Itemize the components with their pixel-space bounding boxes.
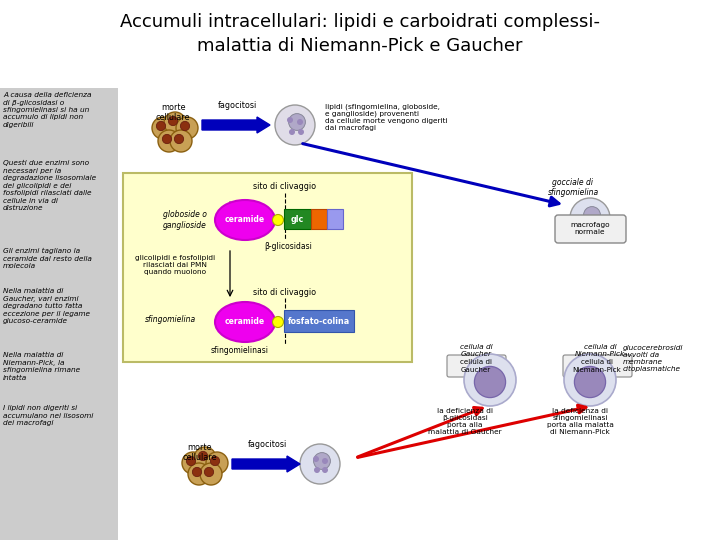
- Text: cellula di
Gaucher: cellula di Gaucher: [459, 344, 492, 357]
- FancyBboxPatch shape: [447, 355, 506, 377]
- Circle shape: [570, 198, 610, 238]
- Text: glucocerebrosidi
avvolti da
membrane
citoplasmatiche: glucocerebrosidi avvolti da membrane cit…: [623, 345, 683, 372]
- Circle shape: [564, 354, 616, 406]
- Circle shape: [298, 129, 304, 135]
- FancyBboxPatch shape: [327, 209, 343, 229]
- Text: I lipidi non digeriti si
accumulano nei lisosomi
dei macrofagi: I lipidi non digeriti si accumulano nei …: [3, 405, 94, 426]
- FancyBboxPatch shape: [284, 209, 311, 229]
- Text: fagocitosi: fagocitosi: [217, 101, 256, 110]
- Circle shape: [200, 463, 222, 485]
- Text: Questi due enzimi sono
necessari per la
degradazione lisosomiale
dei glicolipidi: Questi due enzimi sono necessari per la …: [3, 160, 96, 211]
- Text: ceramide: ceramide: [225, 215, 265, 225]
- Text: cellula di
Niemann-Pick: cellula di Niemann-Pick: [572, 360, 621, 373]
- Circle shape: [313, 456, 319, 462]
- Text: ceramide: ceramide: [225, 318, 265, 327]
- Circle shape: [158, 130, 180, 152]
- Circle shape: [199, 451, 207, 461]
- Text: glc: glc: [290, 214, 304, 224]
- Text: fosfato-colina: fosfato-colina: [288, 316, 350, 326]
- Text: sfingomielina: sfingomielina: [145, 315, 196, 325]
- Text: la deficienza di
sfingomielinasi
porta alla malatta
di Niemann-Pick: la deficienza di sfingomielinasi porta a…: [546, 408, 613, 435]
- Text: macrofago
normale: macrofago normale: [570, 222, 610, 235]
- Circle shape: [188, 463, 210, 485]
- Circle shape: [322, 467, 328, 473]
- Text: Accumuli intracellulari: lipidi e carboidrati complessi-: Accumuli intracellulari: lipidi e carboi…: [120, 13, 600, 31]
- Text: malattia di Niemann-Pick e Gaucher: malattia di Niemann-Pick e Gaucher: [197, 37, 523, 55]
- Text: Nella malattia di
Gaucher, vari enzimi
degradano tutto fatta
eccezione per il le: Nella malattia di Gaucher, vari enzimi d…: [3, 288, 90, 324]
- Circle shape: [192, 468, 202, 477]
- Ellipse shape: [215, 200, 275, 240]
- Text: Gli enzimi tagliano la
ceramide dal resto della
molecola: Gli enzimi tagliano la ceramide dal rest…: [3, 248, 92, 269]
- FancyArrow shape: [202, 117, 270, 133]
- Bar: [0, 88, 118, 540]
- Circle shape: [168, 117, 178, 126]
- Circle shape: [275, 105, 315, 145]
- Circle shape: [156, 122, 166, 131]
- Text: cellula di
Niemann-Pick: cellula di Niemann-Pick: [575, 344, 625, 357]
- FancyBboxPatch shape: [284, 310, 354, 332]
- Circle shape: [575, 367, 606, 397]
- FancyArrow shape: [232, 456, 300, 472]
- Text: morte
cellulare: morte cellulare: [156, 103, 190, 123]
- FancyBboxPatch shape: [311, 209, 327, 229]
- Circle shape: [164, 112, 186, 134]
- FancyBboxPatch shape: [563, 355, 632, 377]
- Circle shape: [300, 444, 340, 484]
- Circle shape: [474, 367, 505, 397]
- Text: la deficienza di
β-glicosidasi
porta alla
malattia di Gaucher: la deficienza di β-glicosidasi porta all…: [428, 408, 502, 435]
- Circle shape: [314, 453, 330, 469]
- Circle shape: [464, 354, 516, 406]
- Text: A causa della deficienza
di β-glicosidasi o
sfingomielinasi si ha un
accumulo di: A causa della deficienza di β-glicosidas…: [3, 92, 91, 128]
- Ellipse shape: [215, 302, 275, 342]
- Circle shape: [272, 214, 284, 226]
- Circle shape: [182, 452, 204, 474]
- Circle shape: [152, 117, 174, 139]
- Circle shape: [322, 458, 328, 464]
- Text: sfingomielinasi: sfingomielinasi: [211, 346, 269, 355]
- FancyBboxPatch shape: [555, 215, 626, 243]
- Circle shape: [163, 134, 171, 144]
- Circle shape: [210, 456, 220, 465]
- Circle shape: [186, 456, 196, 465]
- Text: cellula di
Gaucher: cellula di Gaucher: [460, 360, 492, 373]
- Circle shape: [297, 119, 303, 125]
- Circle shape: [174, 134, 184, 144]
- Circle shape: [584, 207, 600, 224]
- Circle shape: [170, 130, 192, 152]
- Circle shape: [204, 468, 214, 477]
- FancyBboxPatch shape: [123, 173, 412, 362]
- Text: morte
cellulare: morte cellulare: [183, 443, 217, 462]
- Circle shape: [206, 452, 228, 474]
- Text: sito di clivaggio: sito di clivaggio: [253, 182, 317, 191]
- Text: Nella malattia di
Niemann-Pick, la
sfingomielina rimane
intatta: Nella malattia di Niemann-Pick, la sfing…: [3, 352, 80, 381]
- Circle shape: [289, 129, 295, 135]
- Circle shape: [181, 122, 189, 131]
- Circle shape: [314, 467, 320, 473]
- Text: sito di clivaggio: sito di clivaggio: [253, 288, 317, 297]
- Text: glicolipidi e fosfolipidi
rilasciati dai PMN
quando muoiono: glicolipidi e fosfolipidi rilasciati dai…: [135, 255, 215, 275]
- Text: gocciale di
sfingomielina: gocciale di sfingomielina: [547, 178, 598, 197]
- Text: β-glicosidasi: β-glicosidasi: [264, 242, 312, 251]
- Circle shape: [287, 117, 293, 123]
- Text: lipidi (sfingomielina, globoside,
e ganglioside) provenenti
da cellule morte ven: lipidi (sfingomielina, globoside, e gang…: [325, 103, 448, 131]
- Circle shape: [194, 447, 216, 469]
- Circle shape: [289, 113, 305, 130]
- Circle shape: [272, 316, 284, 327]
- Text: fagocitosi: fagocitosi: [248, 440, 287, 449]
- Circle shape: [176, 117, 198, 139]
- Text: globoside o
ganglioside: globoside o ganglioside: [163, 210, 207, 230]
